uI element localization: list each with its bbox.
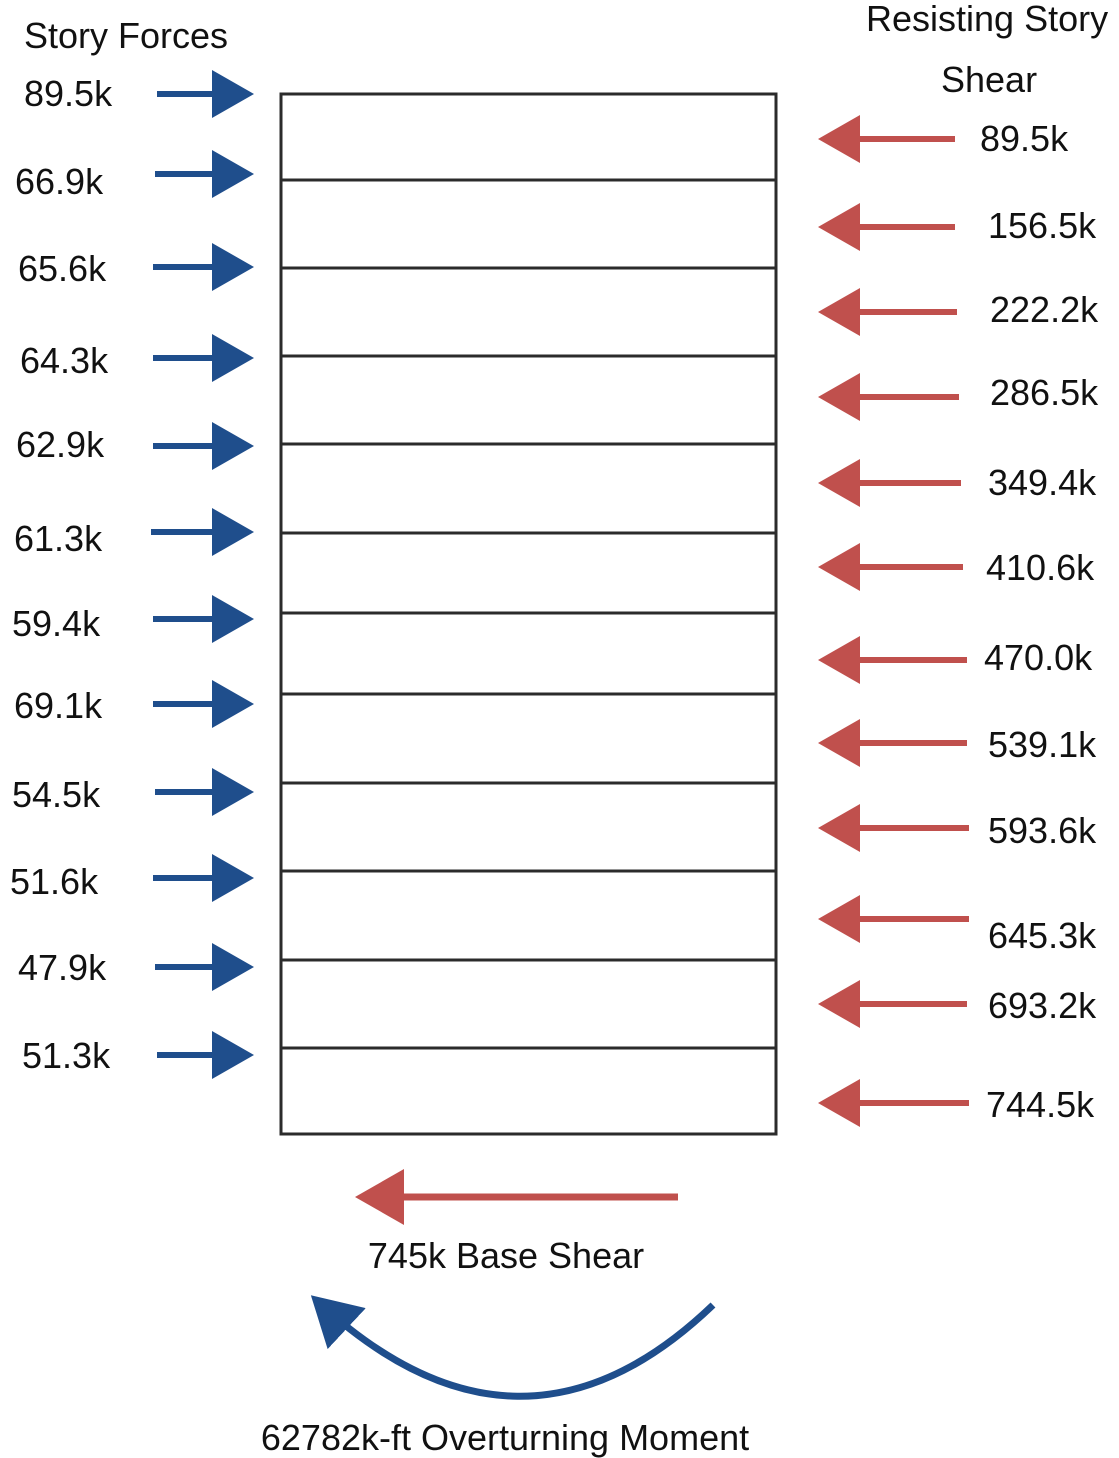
resisting-shear-label: 410.6k	[986, 547, 1095, 588]
story-force-label: 51.6k	[10, 861, 99, 902]
resisting-shear-label: 693.2k	[988, 985, 1097, 1026]
floor-lines	[281, 178, 776, 1050]
story-force-label: 65.6k	[18, 248, 107, 289]
resisting-shear-label: 593.6k	[988, 810, 1097, 851]
resisting-shear-label: 89.5k	[980, 118, 1069, 159]
story-force-label: 89.5k	[24, 73, 113, 114]
overturning-moment-arrow	[310, 1295, 716, 1400]
resisting-shear-arrows	[818, 115, 969, 1127]
story-force-label: 54.5k	[12, 774, 101, 815]
story-force-arrows	[151, 70, 254, 1079]
building-frame	[279, 92, 778, 1136]
resisting-shear-label: 156.5k	[988, 205, 1097, 246]
story-force-label: 66.9k	[15, 161, 104, 202]
story-force-label: 62.9k	[16, 424, 105, 465]
overturning-moment-label: 62782k-ft Overturning Moment	[260, 1417, 750, 1458]
story-force-label: 64.3k	[20, 340, 109, 381]
resisting-shear-label: 222.2k	[990, 289, 1099, 330]
resisting-shear-label: 470.0k	[984, 637, 1093, 678]
story-force-label: 47.9k	[18, 947, 107, 988]
resisting-shear-heading-line2: Shear	[941, 59, 1038, 100]
resisting-shear-heading-line1: Resisting Story	[866, 0, 1109, 39]
base-shear-label: 745k Base Shear	[367, 1235, 645, 1276]
resisting-shear-label: 744.5k	[986, 1084, 1095, 1125]
resisting-shear-label: 349.4k	[988, 462, 1097, 503]
story-force-label: 61.3k	[14, 518, 103, 559]
resisting-shear-label: 286.5k	[990, 372, 1099, 413]
resisting-shear-label: 645.3k	[988, 915, 1097, 956]
story-force-label: 69.1k	[14, 685, 103, 726]
resisting-shear-label: 539.1k	[988, 724, 1097, 765]
story-force-label: 59.4k	[12, 603, 101, 644]
story-forces-heading: Story Forces	[24, 15, 229, 56]
story-force-label: 51.3k	[22, 1035, 111, 1076]
